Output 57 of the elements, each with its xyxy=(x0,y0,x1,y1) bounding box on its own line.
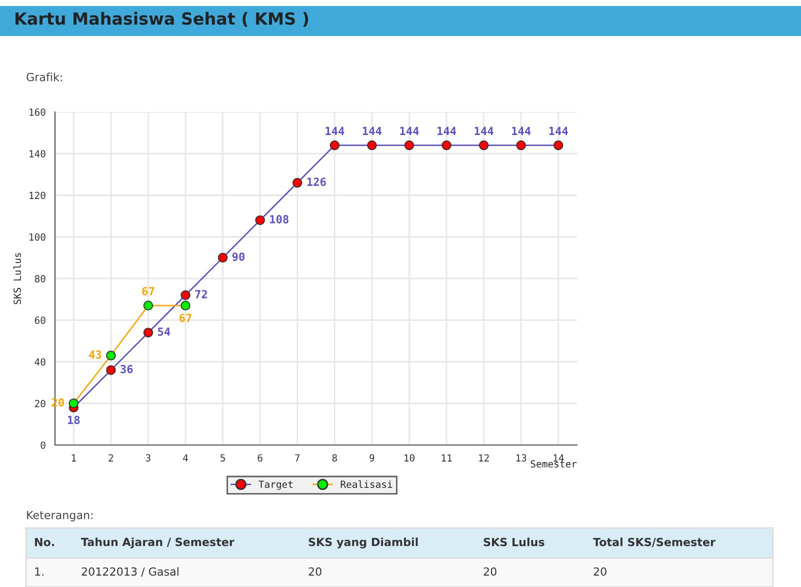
x-tick-label: 2 xyxy=(108,454,114,462)
data-label: 18 xyxy=(68,416,80,424)
data-label: 72 xyxy=(195,290,207,298)
y-tick-label: 40 xyxy=(34,358,46,366)
text: 20122013 / Gasal xyxy=(82,567,178,577)
text: Total SKS/Semester xyxy=(593,538,716,548)
data-label: 144 xyxy=(512,126,531,135)
y-tick-label: 60 xyxy=(34,316,46,324)
y-tick-label: 160 xyxy=(30,108,46,116)
y-axis-title: SKS Lulus xyxy=(13,253,21,304)
data-label: 126 xyxy=(307,178,326,186)
text: SKS yang Diambil xyxy=(308,538,418,548)
data-label: 43 xyxy=(89,350,102,359)
legend-label: Realisasi xyxy=(340,480,392,488)
text: 20 xyxy=(308,567,322,576)
data-label: 144 xyxy=(400,126,419,135)
x-tick-label: 9 xyxy=(370,454,374,462)
x-tick-label: 13 xyxy=(516,454,526,462)
x-tick-label: 3 xyxy=(146,454,150,462)
text: SKS Lulus xyxy=(484,538,544,546)
x-tick-label: 7 xyxy=(295,454,300,462)
data-label: 108 xyxy=(270,215,288,224)
x-tick-label: 6 xyxy=(258,454,262,462)
x-tick-label: 12 xyxy=(479,454,489,462)
legend-label: Target xyxy=(258,480,293,490)
data-label: 144 xyxy=(326,126,344,135)
x-tick-label: 4 xyxy=(183,454,188,462)
text: No. xyxy=(35,538,54,546)
text: 20 xyxy=(594,567,606,576)
y-tick-label: 20 xyxy=(34,400,46,408)
x-tick-label: 10 xyxy=(404,454,414,462)
data-label: 144 xyxy=(362,126,382,135)
text: Tahun Ajaran / Semester xyxy=(81,538,234,548)
text: Keterangan: xyxy=(27,510,93,522)
y-tick-label: 80 xyxy=(34,275,46,282)
y-tick-label: 120 xyxy=(30,192,46,200)
text: 1. xyxy=(35,567,44,576)
y-tick-label: 140 xyxy=(30,150,46,158)
x-axis-title: Semester xyxy=(530,460,577,468)
x-tick-label: 11 xyxy=(442,454,452,462)
y-tick-label: 0 xyxy=(40,442,46,449)
chart-subtitle: Grafik: xyxy=(26,72,62,82)
data-label: 144 xyxy=(549,126,568,135)
x-tick-label: 14 xyxy=(554,454,564,462)
data-label: 67 xyxy=(180,314,192,322)
data-label: 54 xyxy=(158,328,170,336)
data-label: 36 xyxy=(120,364,133,374)
data-label: 90 xyxy=(232,252,244,261)
text: 20 xyxy=(484,567,496,576)
x-tick-label: 8 xyxy=(332,454,337,462)
x-tick-label: 5 xyxy=(220,454,225,462)
chart-title: Kartu Mahasiswa Sehat ( KMS ) xyxy=(16,12,308,27)
data-label: 67 xyxy=(142,287,154,296)
y-tick-label: 100 xyxy=(30,233,46,241)
x-tick-label: 1 xyxy=(72,454,76,462)
data-label: 144 xyxy=(437,126,456,135)
data-label: 144 xyxy=(474,126,494,135)
